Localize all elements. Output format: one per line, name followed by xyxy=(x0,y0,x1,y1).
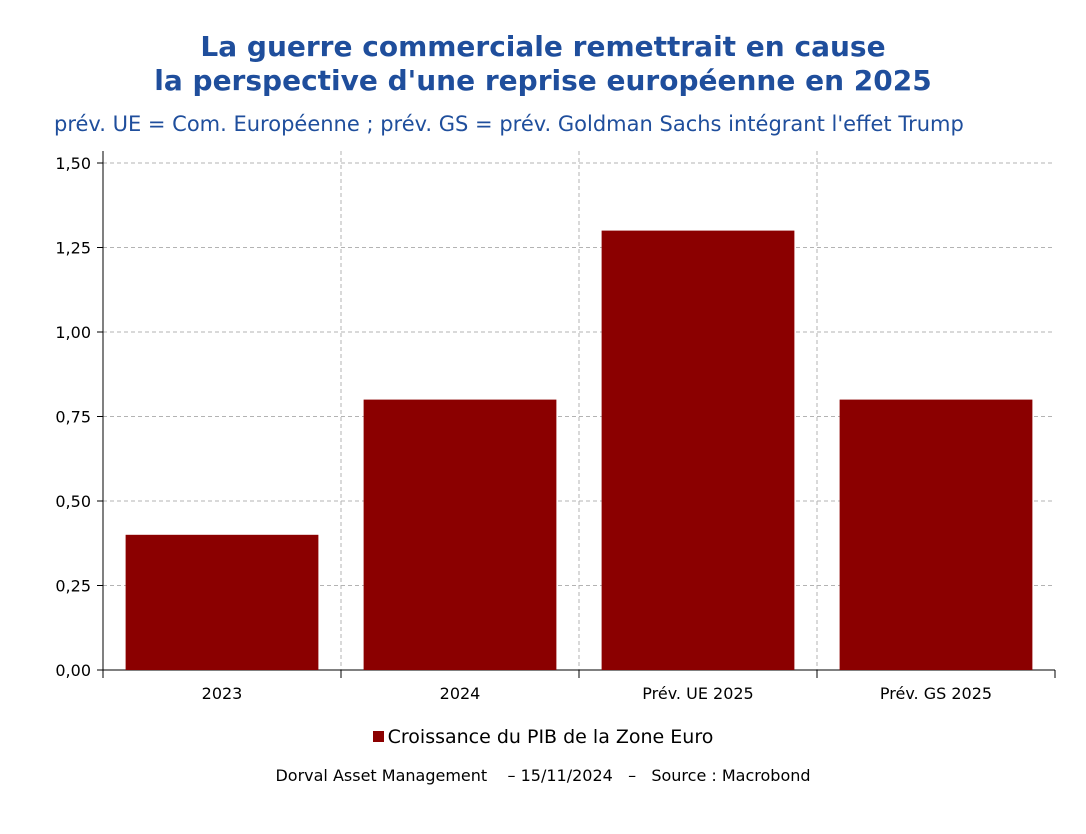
bar-3 xyxy=(839,399,1033,670)
y-tick-label: 1,00 xyxy=(55,323,91,342)
chart-title-line-1: La guerre commerciale remettrait en caus… xyxy=(200,30,886,63)
legend-swatch xyxy=(372,731,384,742)
x-tick-label: 2023 xyxy=(202,684,243,703)
bar-1 xyxy=(363,399,557,670)
bar-0 xyxy=(125,534,319,670)
y-tick-label: 0,75 xyxy=(55,408,91,427)
y-tick-label: 1,25 xyxy=(55,239,91,258)
y-tick-label: 0,00 xyxy=(55,661,91,680)
y-tick-label: 1,50 xyxy=(55,154,91,173)
chart-subtitle: prév. UE = Com. Européenne ; prév. GS = … xyxy=(54,112,964,136)
x-tick-label: Prév. GS 2025 xyxy=(880,684,992,703)
legend-label: Croissance du PIB de la Zone Euro xyxy=(387,726,714,748)
y-tick-label: 0,25 xyxy=(55,577,91,596)
footer-source: Dorval Asset Management – 15/11/2024 – S… xyxy=(275,766,811,785)
x-tick-label: 2024 xyxy=(440,684,481,703)
legend: Croissance du PIB de la Zone Euro xyxy=(0,726,1086,748)
bar-2 xyxy=(601,230,795,670)
y-tick-label: 0,50 xyxy=(55,492,91,511)
x-tick-label: Prév. UE 2025 xyxy=(642,684,753,703)
chart-title-line-2: la perspective d'une reprise européenne … xyxy=(154,64,932,97)
